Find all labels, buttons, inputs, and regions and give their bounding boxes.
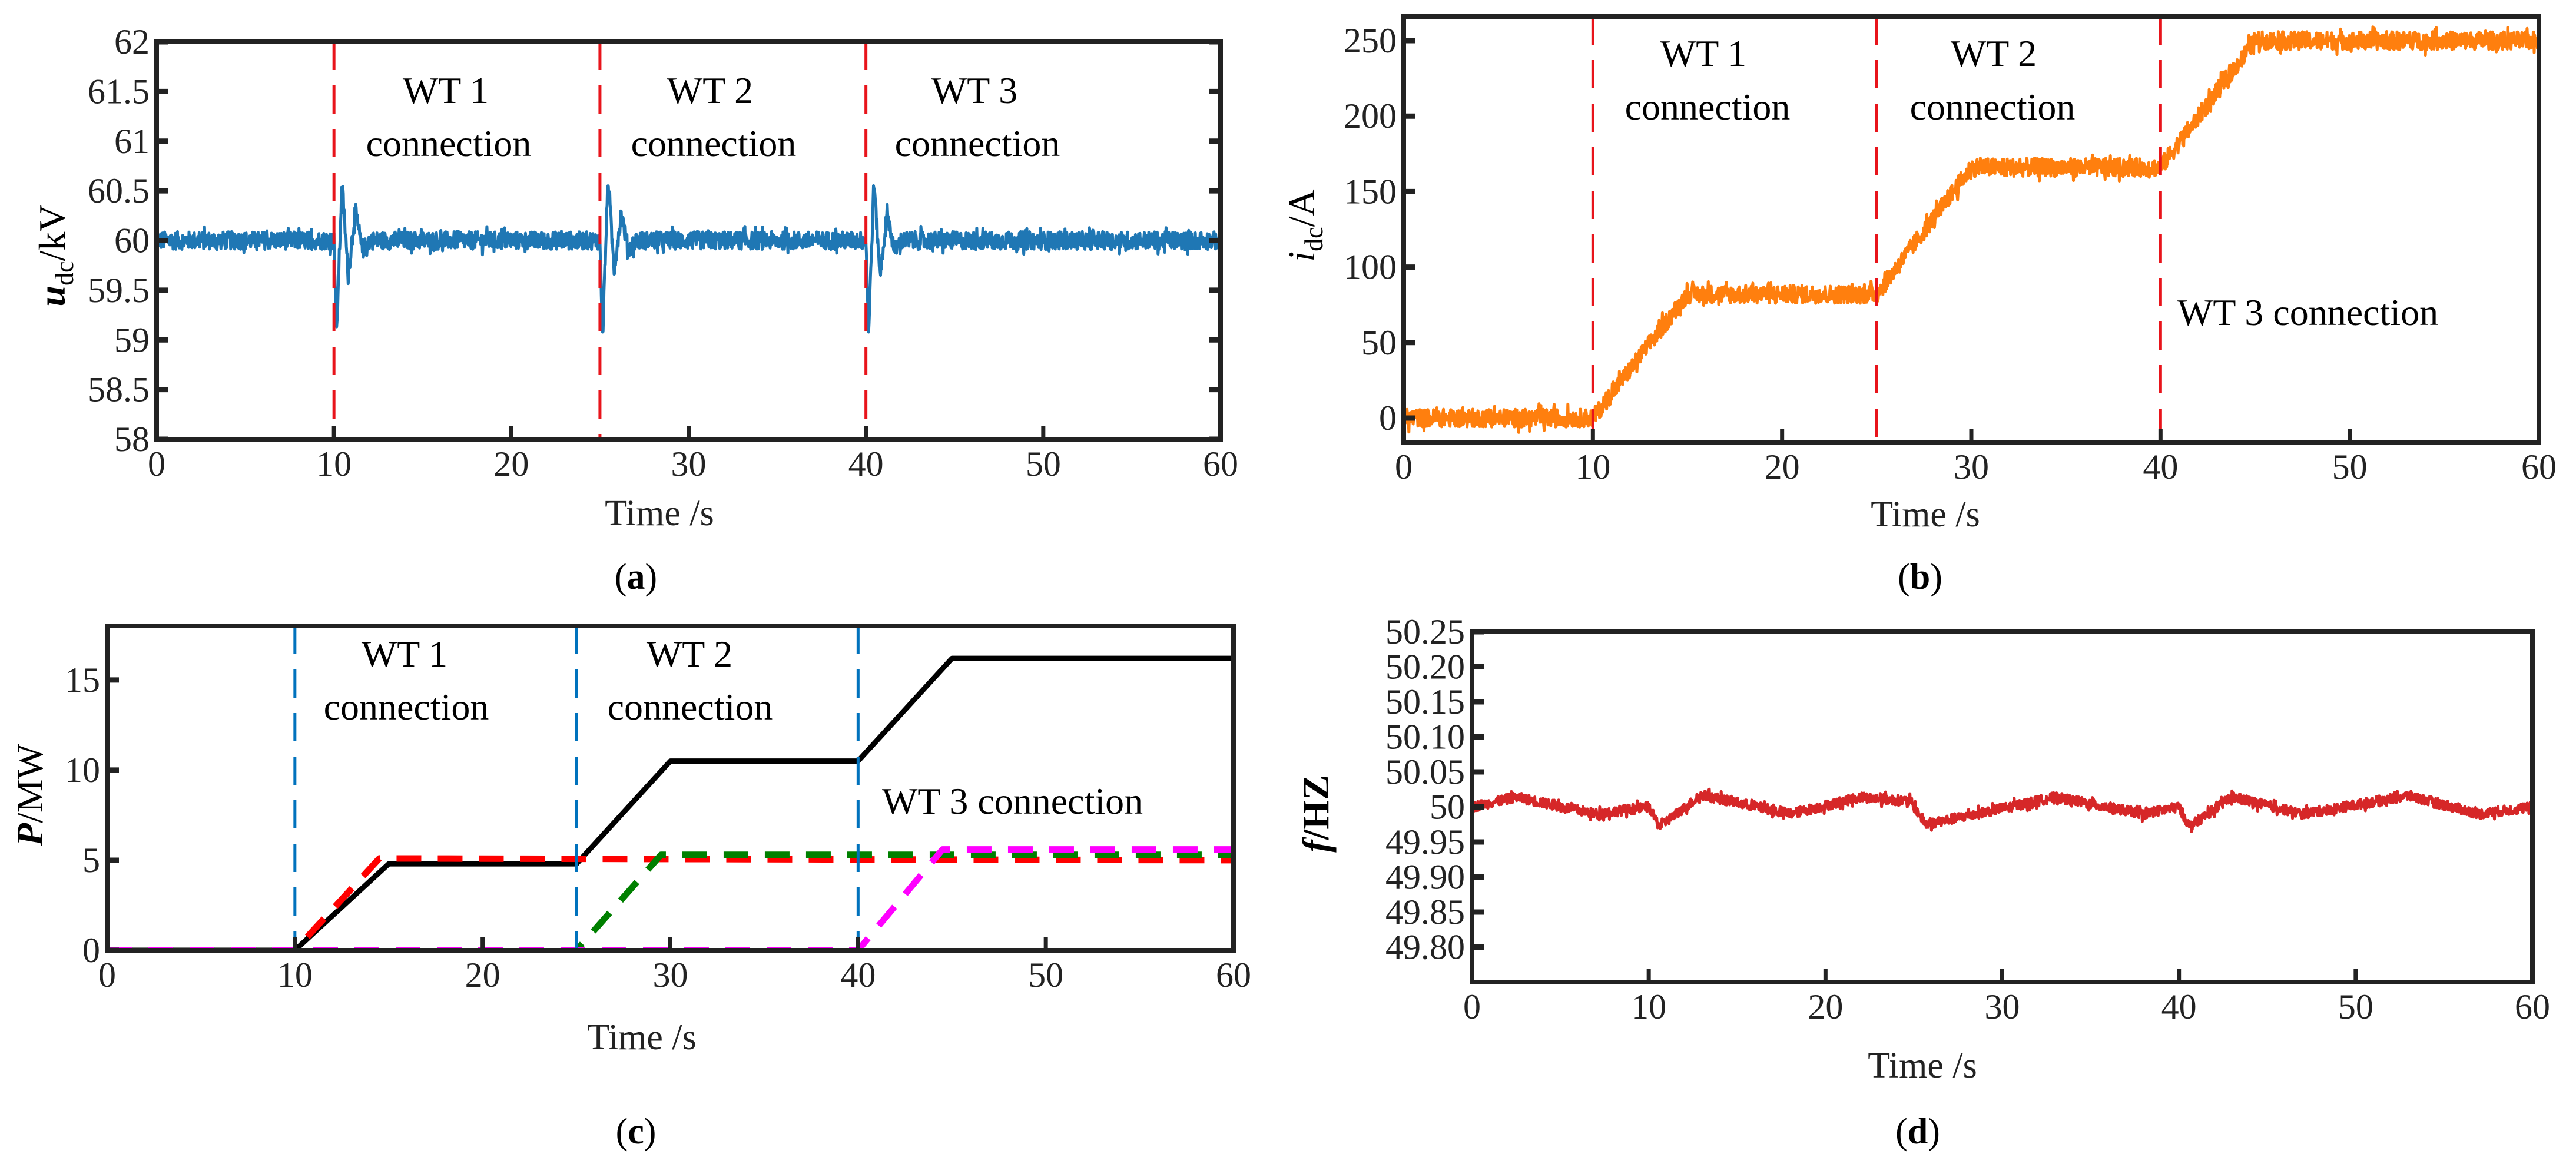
x-tick-label: 60 xyxy=(1216,956,1251,994)
caption-c: (c) xyxy=(616,1112,657,1152)
panel-a: udc/kV Time /s WT 1 connection WT 2 conn… xyxy=(31,22,1238,597)
y-axis-label: idc/A xyxy=(1281,189,1328,261)
y-tick-label: 50.25 xyxy=(1385,612,1465,651)
x-axis-label: Time /s xyxy=(1868,1046,1977,1086)
series-line-0 xyxy=(1472,787,2532,833)
x-tick-label: 30 xyxy=(1954,447,1989,486)
y-tick-label: 49.85 xyxy=(1385,893,1465,931)
annotation-wt2-connection: connection xyxy=(608,686,773,728)
y-tick-label: 150 xyxy=(1344,172,1397,211)
panel-c: P/MW Time /s WT 1 connection WT 2 connec… xyxy=(9,624,1251,1152)
y-tick-label: 58.5 xyxy=(88,370,150,409)
y-axis-label: udc/kV xyxy=(31,204,79,306)
x-tick-label: 10 xyxy=(277,956,313,994)
y-tick-label: 100 xyxy=(1344,248,1397,287)
y-tick-label: 61.5 xyxy=(88,72,150,111)
plot-area xyxy=(1472,787,2532,833)
y-tick-label: 49.95 xyxy=(1385,823,1465,861)
x-tick-label: 0 xyxy=(148,445,165,483)
x-axis-label: Time /s xyxy=(605,493,714,533)
y-tick-label: 61 xyxy=(114,122,150,161)
y-tick-label: 59.5 xyxy=(88,271,150,310)
annotation-wt1-connection: connection xyxy=(366,122,532,164)
annotation-wt2: WT 2 xyxy=(647,633,732,675)
panel-b: idc/A Time /s WT 1 connection WT 2 conne… xyxy=(1281,14,2557,597)
y-tick-label: 15 xyxy=(65,661,100,699)
x-tick-label: 40 xyxy=(2143,447,2178,486)
x-tick-label: 40 xyxy=(848,445,884,483)
annotation-wt2-connection: connection xyxy=(1910,86,2076,128)
y-tick-label: 58 xyxy=(114,420,150,459)
plot-area xyxy=(107,655,1234,950)
x-tick-label: 0 xyxy=(1463,987,1481,1026)
x-tick-label: 50 xyxy=(2332,447,2368,486)
x-tick-label: 30 xyxy=(1985,987,2020,1026)
x-tick-label: 20 xyxy=(493,445,529,483)
y-tick-label: 49.90 xyxy=(1385,858,1465,897)
annotation-wt1: WT 1 xyxy=(362,633,447,675)
x-tick-label: 20 xyxy=(1808,987,1843,1026)
caption-a: (a) xyxy=(615,557,657,597)
x-tick-label: 50 xyxy=(1028,956,1063,994)
x-tick-label: 30 xyxy=(671,445,707,483)
y-tick-label: 49.80 xyxy=(1385,928,1465,967)
x-axis-label: Time /s xyxy=(1871,495,1980,535)
y-tick-label: 5 xyxy=(82,841,100,880)
x-tick-label: 20 xyxy=(1765,447,1800,486)
y-tick-label: 10 xyxy=(65,751,100,790)
y-axis-label: f/HZ xyxy=(1295,775,1337,853)
x-tick-label: 40 xyxy=(2161,987,2197,1026)
y-tick-label: 50.05 xyxy=(1385,752,1465,791)
annotation-wt2-connection: connection xyxy=(631,122,797,164)
x-axis-label: Time /s xyxy=(587,1017,697,1057)
y-tick-label: 60.5 xyxy=(88,171,150,210)
y-tick-label: 59 xyxy=(114,320,150,359)
x-tick-label: 0 xyxy=(98,956,116,994)
series-line-2 xyxy=(107,851,1234,950)
x-tick-label: 10 xyxy=(1631,987,1666,1026)
annotation-wt1-connection: connection xyxy=(324,686,489,728)
x-tick-label: 0 xyxy=(1395,447,1413,486)
y-tick-label: 50 xyxy=(1361,323,1397,362)
x-tick-label: 60 xyxy=(2521,447,2557,486)
caption-b: (b) xyxy=(1898,557,1942,597)
annotation-wt2: WT 2 xyxy=(667,69,753,111)
x-tick-label: 20 xyxy=(465,956,500,994)
y-tick-label: 50 xyxy=(1430,788,1465,827)
axes-frame xyxy=(1401,14,2541,445)
x-tick-label: 10 xyxy=(1575,447,1610,486)
x-tick-label: 30 xyxy=(653,956,688,994)
x-tick-label: 10 xyxy=(316,445,352,483)
x-tick-label: 40 xyxy=(840,956,876,994)
y-tick-label: 62 xyxy=(114,22,150,61)
annotation-wt3-connection: WT 3 connection xyxy=(882,780,1143,822)
annotation-wt3-connection: WT 3 connection xyxy=(2177,291,2438,333)
y-tick-label: 50.20 xyxy=(1385,648,1465,687)
caption-d: (d) xyxy=(1895,1112,1940,1152)
plot-area xyxy=(157,184,1221,334)
annotation-wt1-connection: connection xyxy=(1625,86,1791,128)
x-tick-label: 60 xyxy=(2515,987,2550,1026)
y-tick-label: 50.15 xyxy=(1385,682,1465,721)
annotation-wt3: WT 3 xyxy=(931,69,1017,111)
series-line-1 xyxy=(107,855,1234,950)
x-tick-label: 50 xyxy=(1026,445,1061,483)
x-tick-label: 60 xyxy=(1203,445,1238,483)
x-tick-label: 50 xyxy=(2338,987,2373,1026)
y-tick-label: 50.10 xyxy=(1385,718,1465,757)
annotation-wt2: WT 2 xyxy=(1951,32,2037,74)
series-line-3 xyxy=(107,846,1234,950)
annotation-wt1: WT 1 xyxy=(403,69,489,111)
annotation-wt3-connection: connection xyxy=(895,122,1060,164)
y-tick-label: 250 xyxy=(1344,21,1397,60)
panel-d: f/HZ Time /s (d) 0 10 20 30 40 50 60 49.8049.85… xyxy=(1295,612,2550,1152)
y-axis-label: P/MW xyxy=(9,743,51,847)
y-tick-label: 0 xyxy=(1379,399,1397,437)
y-tick-label: 0 xyxy=(82,931,100,970)
y-tick-label: 200 xyxy=(1344,97,1397,135)
annotation-wt1: WT 1 xyxy=(1660,32,1746,74)
y-tick-label: 60 xyxy=(114,221,150,260)
series-line-0 xyxy=(157,184,1221,334)
